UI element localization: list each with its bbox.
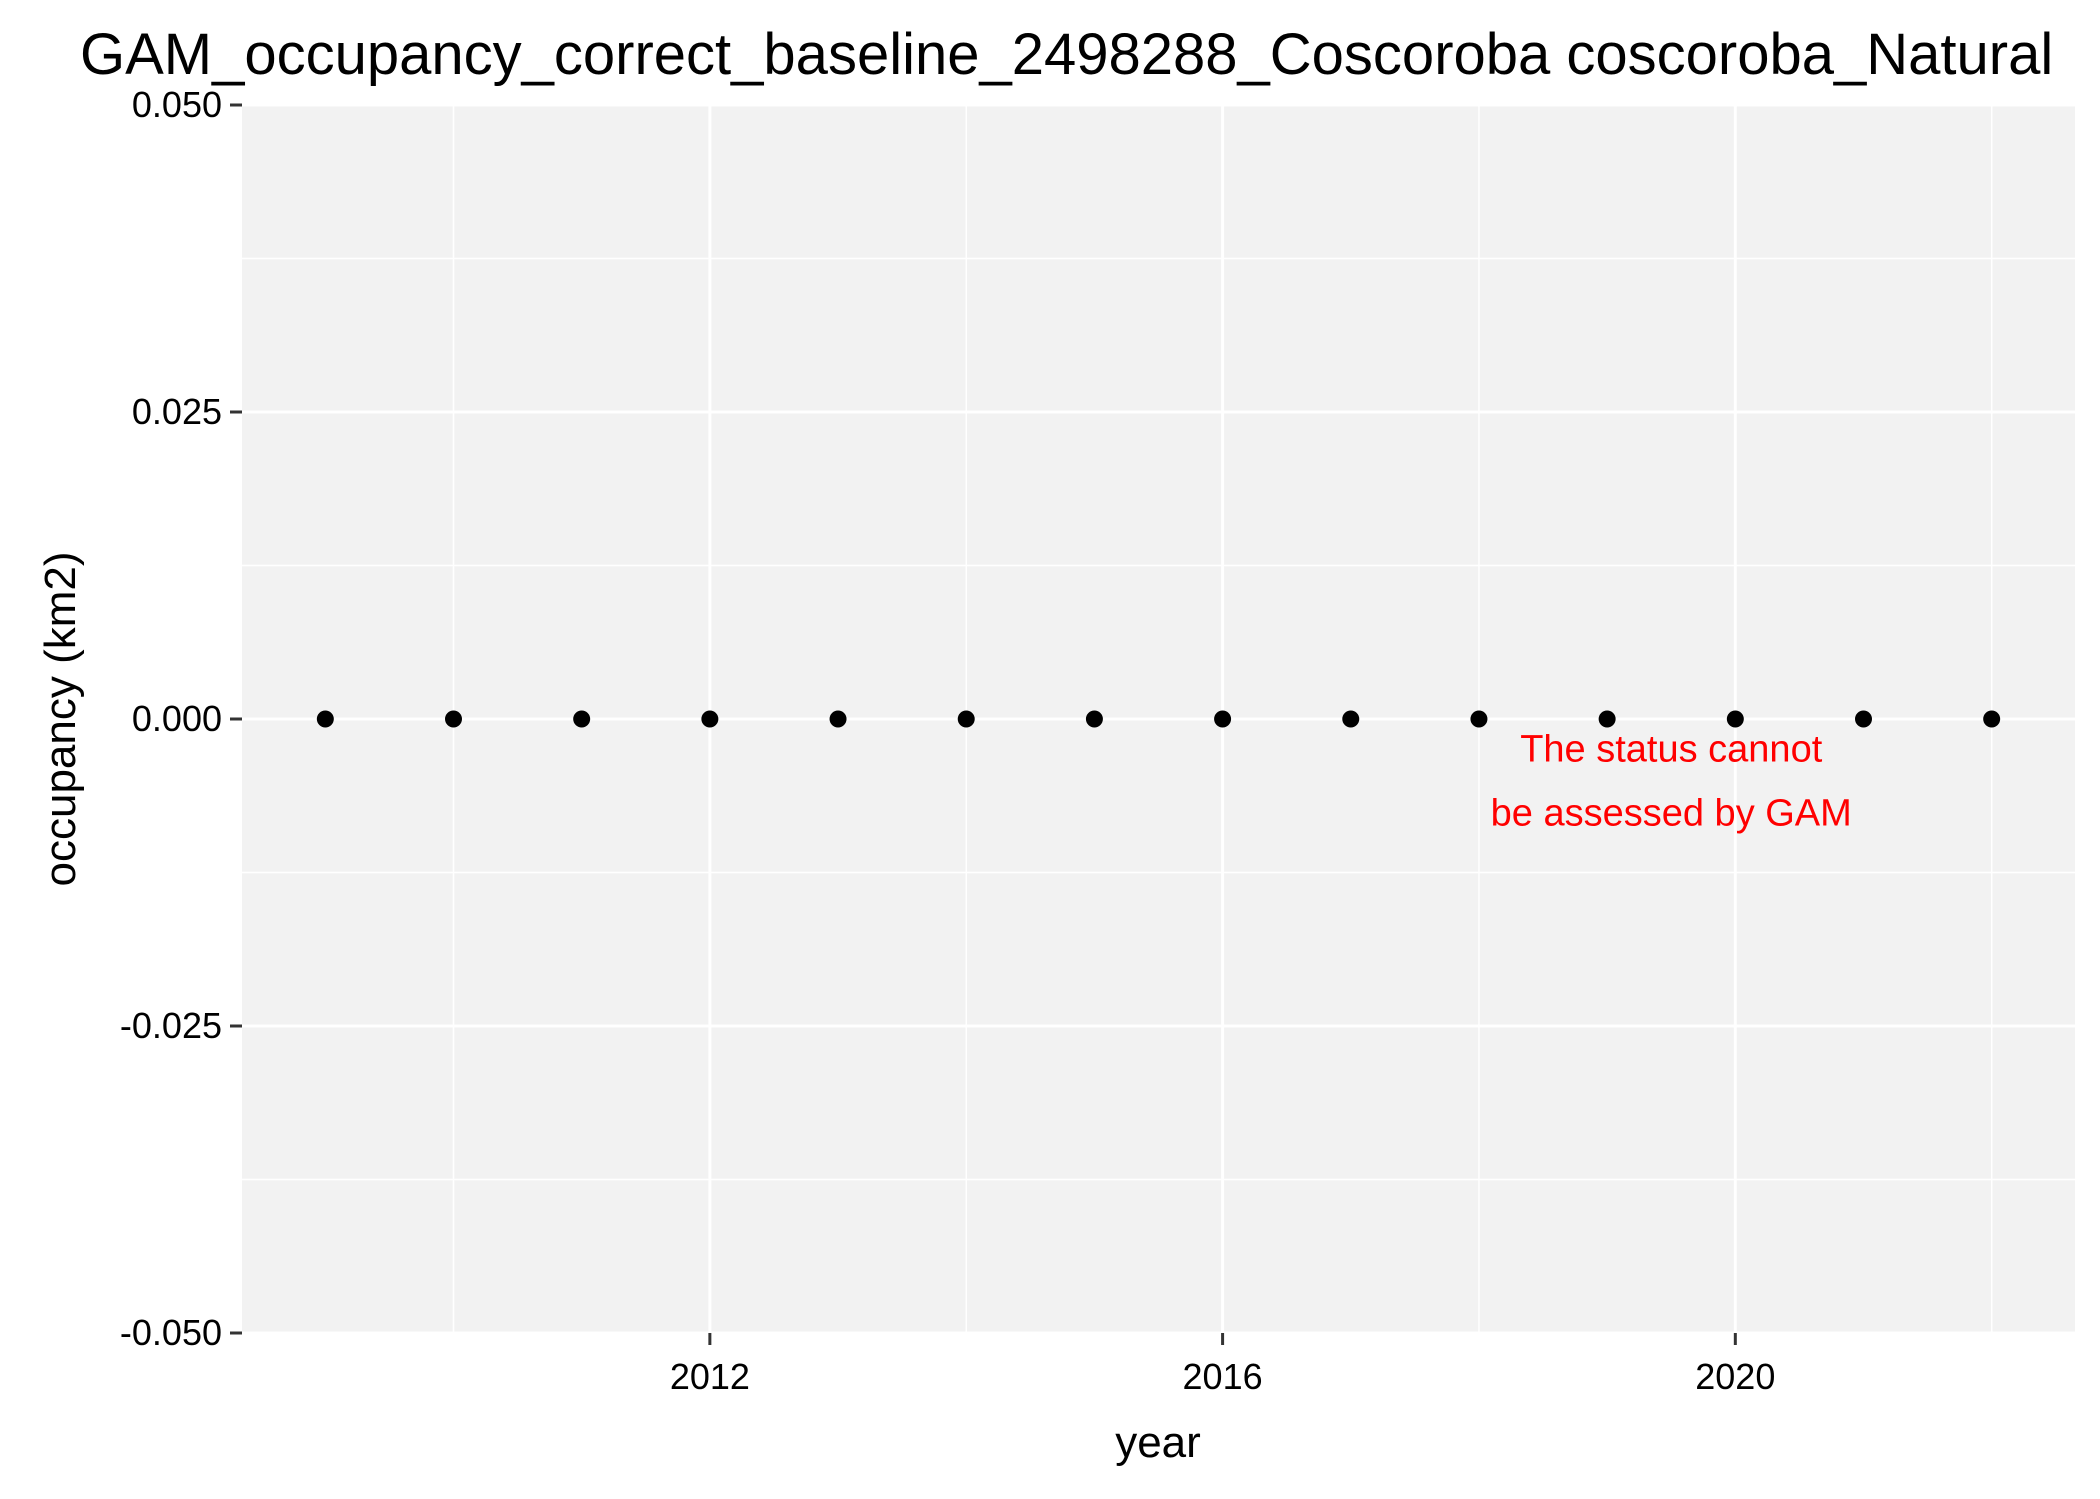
data-point [1342, 710, 1360, 728]
y-tick-label: 0.000 [132, 698, 222, 739]
y-tick-label: -0.025 [120, 1005, 222, 1046]
y-tick-label: -0.050 [120, 1312, 222, 1353]
y-axis-title: occupancy (km2) [36, 551, 85, 886]
data-point [573, 710, 591, 728]
data-point [1983, 710, 2001, 728]
data-point [1214, 710, 1232, 728]
data-point [1598, 710, 1616, 728]
data-point [1855, 710, 1872, 728]
data-point [1726, 710, 1744, 728]
y-tick-label: 0.025 [132, 391, 222, 432]
data-point [829, 710, 847, 728]
data-point [1470, 710, 1488, 728]
x-axis-title: year [1115, 1418, 1201, 1467]
axes: -0.050 -0.025 0.000 0.025 0.050 2012 2016 2020 [120, 84, 1775, 1397]
annotation: The status cannot be assessed by GAM [1491, 728, 1852, 834]
x-tick-label: 2020 [1695, 1356, 1775, 1397]
data-point [701, 710, 719, 728]
data-point [1085, 710, 1103, 728]
y-tick-label: 0.050 [132, 84, 222, 125]
data-point [316, 710, 334, 728]
x-tick-label: 2012 [670, 1356, 750, 1397]
data-point [957, 710, 975, 728]
data-point [445, 710, 462, 728]
data-points [316, 710, 2001, 728]
annotation-line: The status cannot [1520, 728, 1823, 770]
chart-title: GAM_occupancy_correct_baseline_2498288_C… [80, 22, 2053, 87]
annotation-line: be assessed by GAM [1491, 792, 1852, 834]
x-tick-label: 2016 [1183, 1356, 1263, 1397]
